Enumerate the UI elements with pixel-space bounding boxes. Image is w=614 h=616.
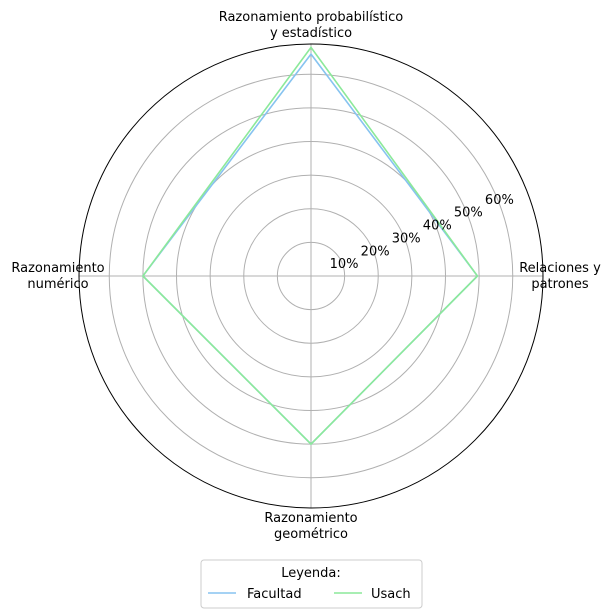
category-label: Razonamiento probabilístico y estadístico (219, 10, 404, 41)
category-label: Relaciones y patrones (519, 261, 601, 292)
radial-tick-label: 10% (330, 257, 359, 272)
radial-tick-label: 50% (454, 206, 483, 221)
radar-grid (78, 43, 544, 509)
category-label: Razonamiento geométrico (264, 511, 357, 542)
legend-label-facultad: Facultad (247, 587, 302, 602)
radial-tick-label: 60% (485, 193, 514, 208)
radar-series (141, 46, 479, 446)
radial-tick-label: 30% (392, 231, 421, 246)
legend-title: Leyenda: (281, 566, 341, 581)
series-line-usach (141, 46, 479, 446)
legend-label-usach: Usach (371, 587, 411, 602)
legend-box (200, 559, 423, 609)
polar-frame (78, 43, 544, 509)
category-label: Razonamiento numérico (11, 261, 104, 292)
radial-tick-label: 20% (361, 244, 390, 259)
radar-labels: 10%20%30%40%50%60% Relaciones y patrones Ra… (11, 10, 601, 542)
radial-tick-label: 40% (423, 219, 452, 234)
legend: Leyenda: Facultad Usach (200, 559, 423, 609)
